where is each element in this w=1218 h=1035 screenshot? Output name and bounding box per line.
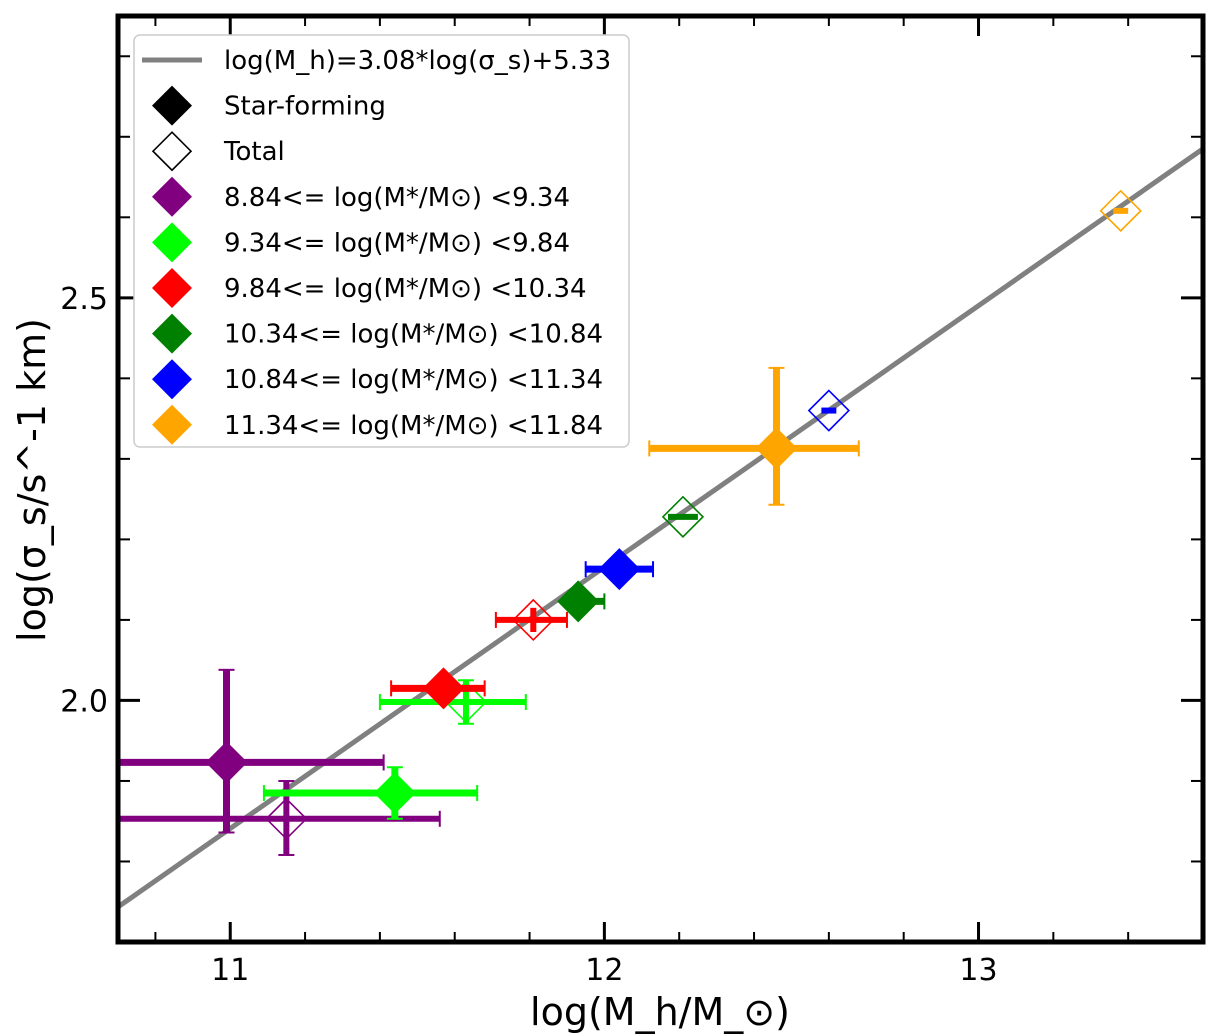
legend-entry: 10.84<= log(M*/M⊙) <11.34 [152,359,603,400]
legend-entry: 9.34<= log(M*/M⊙) <9.84 [152,222,570,263]
x-tick-label: 13 [959,953,997,988]
legend-label: 10.84<= log(M*/M⊙) <11.34 [224,365,603,395]
legend-marker [152,176,192,217]
y-axis-label: log(σ_s/s^-1 km) [10,318,54,642]
legend-entry: 9.84<= log(M*/M⊙) <10.34 [152,268,587,308]
legend-entry: 8.84<= log(M*/M⊙) <9.34 [152,176,570,217]
legend-marker [152,313,192,354]
legend-marker [151,131,193,172]
data-point-group [1099,189,1142,232]
legend-label: 11.34<= log(M*/M⊙) <11.84 [224,411,603,441]
legend-label: log(M_h)=3.08*log(σ_s)+5.33 [224,46,611,76]
y-tick-label: 2.0 [60,684,108,719]
legend-label: 9.84<= log(M*/M⊙) <10.34 [224,274,587,304]
legend-marker [152,268,192,308]
data-point-open [265,797,308,840]
data-point-filled [598,548,641,591]
tick-labels: 11 12 13 2.0 2.5 [60,282,997,988]
data-point-group [807,389,850,432]
data-point-filled [755,427,798,470]
legend-label: 9.34<= log(M*/M⊙) <9.84 [224,228,570,258]
fit-line [118,146,1203,910]
data-point-open [661,495,705,538]
y-tick-label: 2.5 [60,282,108,317]
legend-marker [152,85,192,126]
legend-entry: 10.34<= log(M*/M⊙) <10.84 [152,313,603,354]
legend-entry: Total [151,131,285,172]
data-point-filled [422,667,465,710]
legend-box [133,34,630,448]
x-tick-label: 11 [211,953,249,988]
data-point-group [262,766,479,820]
plot-frame [115,13,1206,945]
data-point-group [661,495,705,538]
legend: log(M_h)=3.08*log(σ_s)+5.33 Star-forming T… [133,34,630,448]
data-point-filled [557,580,600,623]
legend-marker [152,222,192,263]
legend-label: Star-forming [224,92,386,122]
x-axis-label: log(M_h/M_⊙) [530,990,790,1034]
legend-label: Total [223,137,285,167]
legend-entry: Star-forming [152,85,386,126]
data-point-group [118,668,385,834]
data-point-open [1099,189,1142,232]
plot-area [118,146,1203,910]
data-point-open [807,389,850,432]
legend-label: 10.34<= log(M*/M⊙) <10.84 [224,320,603,350]
legend-marker [152,404,192,445]
data-point-group [557,580,606,623]
data-point-filled [373,772,416,815]
legend-entry: log(M_h)=3.08*log(σ_s)+5.33 [142,46,611,76]
data-point-group [648,366,860,506]
legend-entry: 11.34<= log(M*/M⊙) <11.84 [152,404,603,445]
data-point-group [390,667,486,710]
data-point-group [494,598,568,642]
data-point-filled [205,741,248,784]
data-point-group [584,548,655,591]
x-tick-label: 12 [585,953,623,988]
legend-marker [152,359,192,400]
legend-label: 8.84<= log(M*/M⊙) <9.34 [224,183,570,213]
data-point-open [512,598,555,642]
